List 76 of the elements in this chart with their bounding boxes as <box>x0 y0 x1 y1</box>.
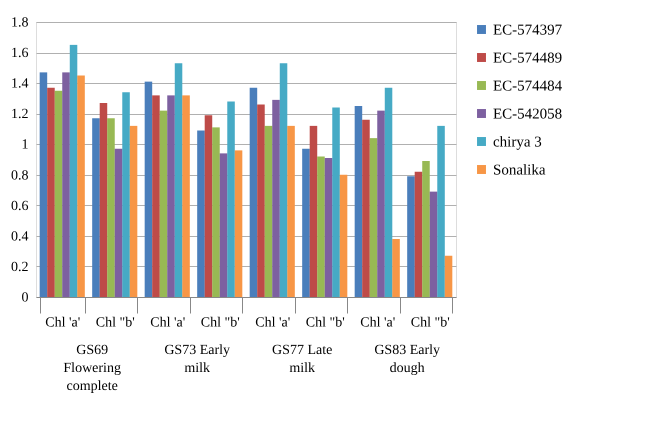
bar <box>227 101 235 297</box>
bar <box>182 95 190 297</box>
bar <box>40 72 48 297</box>
bar <box>212 127 220 297</box>
bar <box>280 63 288 297</box>
bar <box>160 110 168 297</box>
bar <box>107 118 115 297</box>
bar <box>414 172 422 297</box>
bar <box>324 158 332 297</box>
text: GS83 Early dough <box>374 343 440 376</box>
y-tick-label: 1.4 <box>11 76 28 92</box>
bar <box>407 176 415 297</box>
text: GS69 Flowering complete <box>63 343 121 394</box>
y-tick-label: 0.8 <box>11 168 28 184</box>
bar <box>444 256 452 297</box>
bar <box>100 102 108 297</box>
bar <box>130 126 138 297</box>
bar <box>70 44 78 297</box>
legend-label: EC-574484 <box>493 78 563 94</box>
text: GS73 Early milk <box>164 343 230 376</box>
x-tick-label: Chl "b' <box>96 316 135 330</box>
y-tick-label: 0.6 <box>11 198 28 214</box>
legend-label: chirya 3 <box>493 134 542 150</box>
legend-label: Sonalika <box>493 162 546 178</box>
bar <box>310 126 318 297</box>
bar <box>354 106 362 297</box>
y-tick-label: 0.4 <box>11 229 28 244</box>
y-tick-label: 1.2 <box>11 107 28 122</box>
bar <box>370 138 378 297</box>
y-tick-label: 0.2 <box>11 260 28 275</box>
x-tick-label: Chl 'a' <box>45 316 80 330</box>
y-tick-label: 1 <box>22 138 28 153</box>
y-tick-label: 0 <box>22 290 28 306</box>
y-tick-label: 1.8 <box>11 16 28 30</box>
bar <box>302 148 310 297</box>
bar <box>204 115 212 297</box>
bar <box>392 238 400 297</box>
x-tick-label: Chl "b' <box>200 316 240 330</box>
bar <box>362 120 370 297</box>
x-tick-label: Chl 'a' <box>360 316 396 330</box>
bar <box>114 148 122 297</box>
bar <box>167 95 175 297</box>
bar <box>92 118 100 297</box>
bar <box>122 92 130 297</box>
bar <box>257 104 265 297</box>
bar <box>250 88 258 297</box>
bar <box>384 88 392 297</box>
bar <box>220 153 228 297</box>
legend-label: EC-574489 <box>493 50 562 66</box>
x-tick-label: Chl 'a' <box>150 316 186 330</box>
y-tick-label: 1.6 <box>11 46 28 62</box>
text: GS77 Late milk <box>272 343 332 376</box>
bar <box>437 126 445 297</box>
bar <box>340 174 348 297</box>
bar <box>197 130 205 297</box>
bar <box>77 75 85 297</box>
legend-label: EC-542058 <box>493 106 562 122</box>
bar <box>144 82 152 297</box>
bar <box>264 126 272 297</box>
bar <box>174 63 182 297</box>
bar <box>152 95 160 297</box>
x-tick-label: Chl 'a' <box>255 316 290 330</box>
bar <box>234 150 242 297</box>
bar <box>317 156 325 297</box>
bar <box>272 100 280 297</box>
bar <box>47 88 55 297</box>
x-tick-label: Chl "b' <box>410 316 450 330</box>
bar <box>377 110 385 297</box>
bar <box>332 108 340 297</box>
legend-label: EC-574397 <box>493 22 563 38</box>
bar <box>430 192 438 297</box>
bar <box>287 126 295 297</box>
bar <box>62 72 70 297</box>
x-tick-label: Chl "b' <box>306 316 345 330</box>
bar <box>422 161 430 297</box>
bar <box>54 90 62 297</box>
